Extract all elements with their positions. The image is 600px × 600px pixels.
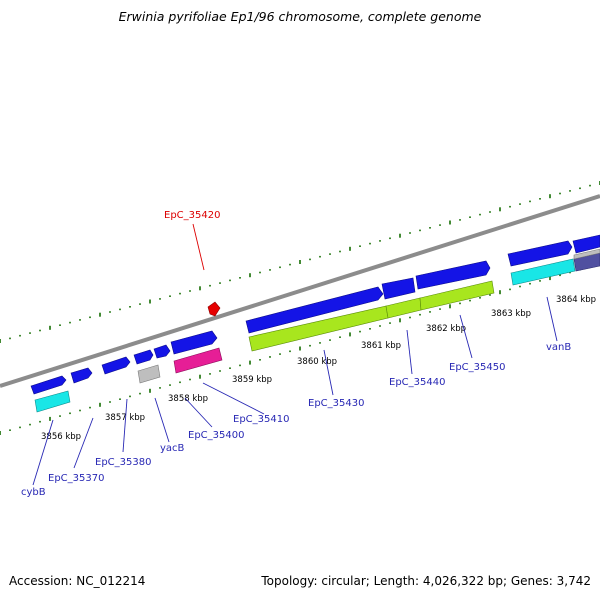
gene-label-cybB[interactable]: cybB [21,487,46,498]
feature-gene-cybB[interactable] [34,390,71,413]
outer-tick-ring [0,181,600,343]
gene-label-EpC_35380[interactable]: EpC_35380 [95,457,151,468]
scale-label: 3862 kbp [426,324,466,334]
scale-label: 3863 kbp [491,309,531,319]
feature-track[interactable] [30,234,600,413]
gene-label-EpC_35440[interactable]: EpC_35440 [389,377,445,388]
map-title: Erwinia pyrifoliae Ep1/96 chromosome, co… [118,9,482,24]
backbone-line [0,194,600,388]
scale-label: 3861 kbp [361,341,401,351]
feature-cds-right[interactable] [572,234,600,254]
feature-cds-EpC_35440[interactable] [381,277,416,300]
gene-label-vanB[interactable]: vanB [546,342,571,353]
feature-cds-EpC_35450[interactable] [415,260,491,290]
gene-labels: cybB EpC_35370 EpC_35380 yacB EpC_35400 … [21,210,571,498]
scale-label: 3858 kbp [168,394,208,404]
feature-cds-yacB[interactable] [133,349,154,365]
feature-cds-vanB[interactable] [507,240,573,267]
feature-rna-EpC_35410[interactable] [173,347,223,374]
scale-labels: 3856 kbp 3857 kbp 3858 kbp 3859 kbp 3860… [41,295,596,442]
feature-gene-vanB[interactable] [510,258,576,286]
feature-cds-EpC_35380[interactable] [101,356,131,375]
gene-label-EpC_35430[interactable]: EpC_35430 [308,398,364,409]
feature-cds-EpC_35410[interactable] [170,330,218,355]
gene-label-EpC_35370[interactable]: EpC_35370 [48,473,104,484]
feature-marker-EpC_35420[interactable] [207,301,221,317]
feature-cds-cybB[interactable] [70,367,93,384]
scale-label: 3857 kbp [105,413,145,423]
scale-label: 3860 kbp [297,357,337,367]
feature-cds-cybB[interactable] [30,375,67,395]
feature-pseudo-yacB[interactable] [137,364,161,384]
feature-cds-EpC_35430[interactable] [245,286,384,334]
feature-misc-EpC_35450[interactable] [419,280,495,311]
feature-pseudo-right[interactable] [573,248,600,260]
genome-summary-text: Topology: circular; Length: 4,026,322 bp… [261,574,591,588]
inner-tick-ring [0,262,600,435]
gene-label-yacB[interactable]: yacB [160,443,185,454]
accession-text: Accession: NC_012214 [9,574,146,588]
gene-label-EpC_35400[interactable]: EpC_35400 [188,430,244,441]
feature-misc-EpC_35440[interactable] [385,297,422,319]
gene-label-EpC_35450[interactable]: EpC_35450 [449,362,505,373]
scale-label: 3859 kbp [232,375,272,385]
gene-label-EpC_35410[interactable]: EpC_35410 [233,414,289,425]
gene-label-EpC_35420[interactable]: EpC_35420 [164,210,220,221]
label-leaders [32,223,558,486]
feature-cds-EpC_35400[interactable] [153,344,171,359]
scale-label: 3856 kbp [41,432,81,442]
scale-label: 3864 kbp [556,295,596,305]
